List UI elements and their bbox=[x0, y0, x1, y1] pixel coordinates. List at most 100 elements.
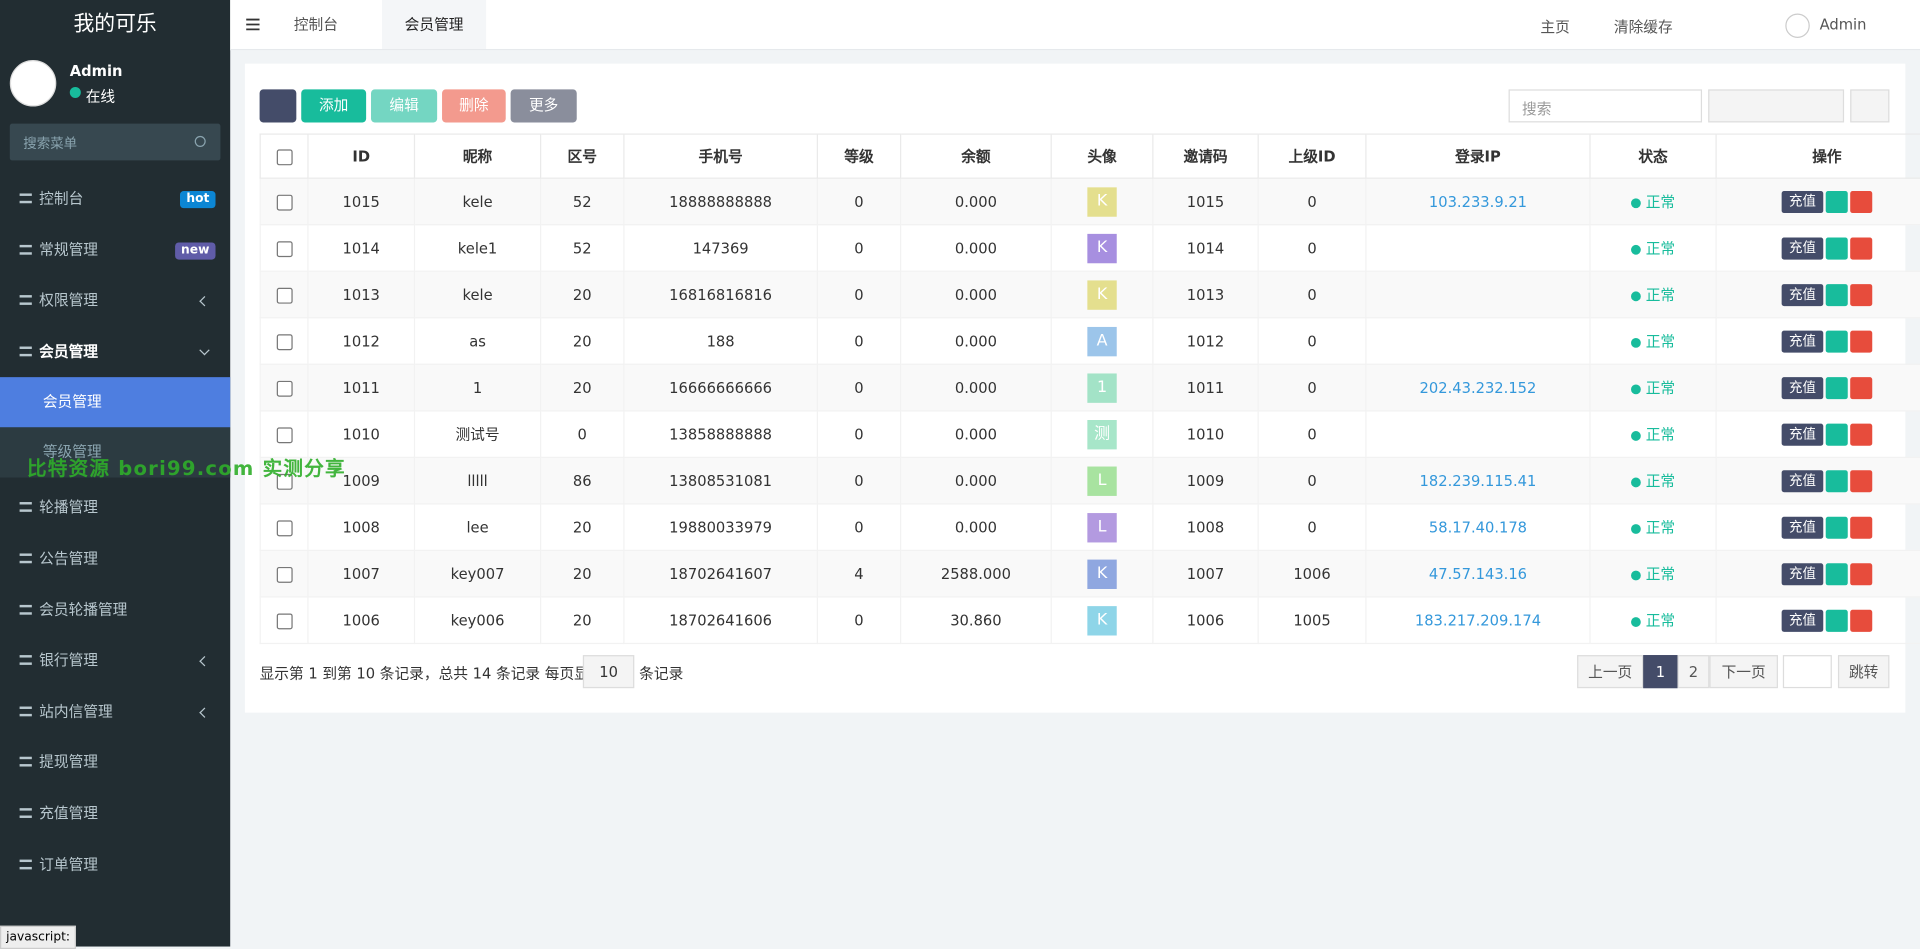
delete-button[interactable] bbox=[1850, 283, 1873, 306]
cell-text: 1 bbox=[472, 378, 483, 397]
jump-button[interactable]: 跳转 bbox=[1837, 655, 1890, 689]
submenu-item[interactable]: 会员管理 bbox=[0, 377, 231, 428]
delete-button[interactable] bbox=[1850, 190, 1873, 213]
page-button[interactable]: 下一页 bbox=[1709, 655, 1778, 689]
menu-item[interactable]: 常规管理 new bbox=[0, 225, 230, 275]
toolbar-button[interactable]: 添加 bbox=[301, 89, 367, 123]
cell: 182.239.115.41 bbox=[1365, 456, 1591, 505]
cell: 0.000 bbox=[900, 503, 1052, 552]
login-ip[interactable]: 47.57.143.16 bbox=[1428, 565, 1528, 583]
login-ip[interactable]: 182.239.115.41 bbox=[1419, 472, 1537, 490]
menu-item[interactable]: 站内信管理 bbox=[0, 687, 230, 737]
toolbar-button[interactable]: 删除 bbox=[442, 89, 506, 123]
edit-button[interactable] bbox=[1825, 469, 1848, 492]
checkbox[interactable] bbox=[276, 194, 293, 211]
page-button[interactable]: 上一页 bbox=[1577, 655, 1644, 689]
menu-item[interactable]: 提现管理 bbox=[0, 738, 230, 788]
top-link[interactable]: 主页 bbox=[1540, 18, 1570, 36]
status: 正常 bbox=[1645, 472, 1676, 490]
delete-button[interactable] bbox=[1850, 609, 1873, 632]
menu-item[interactable]: 轮播管理 bbox=[0, 483, 230, 533]
recharge-button[interactable]: 充值 bbox=[1781, 376, 1824, 399]
edit-button[interactable] bbox=[1825, 562, 1848, 585]
menu-item[interactable]: 权限管理 bbox=[0, 276, 230, 326]
delete-button[interactable] bbox=[1850, 469, 1873, 492]
menu-search[interactable]: 搜索菜单 bbox=[9, 123, 221, 161]
recharge-button[interactable]: 充值 bbox=[1781, 516, 1824, 539]
delete-button[interactable] bbox=[1850, 516, 1873, 539]
submenu-item[interactable]: 等级管理 bbox=[0, 427, 231, 479]
jump-input[interactable] bbox=[1782, 655, 1832, 689]
cell bbox=[259, 410, 309, 458]
admin-name[interactable]: Admin bbox=[1819, 15, 1867, 34]
menu-item[interactable]: 订单管理 bbox=[0, 840, 230, 890]
header-cell: 登录IP bbox=[1365, 133, 1591, 179]
toolbar-button[interactable]: 更多 bbox=[510, 89, 577, 123]
brand[interactable]: 我的可乐 bbox=[73, 12, 157, 37]
page-size[interactable]: 10 bbox=[582, 655, 635, 689]
login-ip[interactable]: 183.217.209.174 bbox=[1414, 611, 1542, 629]
checkbox[interactable] bbox=[276, 519, 293, 536]
recharge-button[interactable]: 充值 bbox=[1781, 423, 1824, 446]
recharge-button[interactable]: 充值 bbox=[1781, 190, 1824, 213]
table-row: 1010 测试号 0 13858888888 0 0.000 测 1010 0 正常 充值 bbox=[259, 410, 1920, 458]
cell: 正常 bbox=[1589, 410, 1717, 458]
edit-button[interactable] bbox=[1825, 516, 1848, 539]
cell-text: 1011 bbox=[342, 378, 380, 397]
checkbox[interactable] bbox=[276, 380, 293, 397]
menu-item[interactable]: 会员轮播管理 bbox=[0, 585, 230, 635]
delete-button[interactable] bbox=[1850, 562, 1873, 585]
menu-item[interactable]: 银行管理 bbox=[0, 636, 230, 686]
cell-text: 0 bbox=[577, 425, 587, 443]
edit-button[interactable] bbox=[1825, 423, 1848, 446]
avatar: 1 bbox=[1087, 372, 1117, 403]
edit-button[interactable] bbox=[1825, 376, 1848, 399]
cell-text: 20 bbox=[572, 285, 592, 304]
recharge-button[interactable]: 充值 bbox=[1781, 330, 1824, 353]
checkbox[interactable] bbox=[276, 612, 293, 629]
recharge-button[interactable]: 充值 bbox=[1781, 283, 1824, 306]
login-ip[interactable]: 103.233.9.21 bbox=[1428, 192, 1528, 211]
checkbox[interactable] bbox=[276, 148, 293, 165]
edit-button[interactable] bbox=[1825, 236, 1848, 259]
checkbox[interactable] bbox=[276, 333, 293, 350]
edit-button[interactable] bbox=[1825, 330, 1848, 353]
table-tools[interactable] bbox=[1708, 89, 1845, 123]
checkbox[interactable] bbox=[276, 426, 293, 443]
cell: 20 bbox=[540, 503, 625, 552]
top-link[interactable]: 清除缓存 bbox=[1613, 18, 1673, 36]
edit-button[interactable] bbox=[1825, 283, 1848, 306]
delete-button[interactable] bbox=[1850, 376, 1873, 399]
recharge-button[interactable]: 充值 bbox=[1781, 609, 1824, 632]
checkbox[interactable] bbox=[276, 287, 293, 304]
edit-button[interactable] bbox=[1825, 609, 1848, 632]
menu-item[interactable]: 充值管理 bbox=[0, 789, 230, 839]
menu-toggle[interactable] bbox=[246, 18, 260, 31]
recharge-button[interactable]: 充值 bbox=[1781, 469, 1824, 492]
tab[interactable]: 会员管理 bbox=[382, 0, 487, 49]
checkbox[interactable] bbox=[276, 240, 293, 257]
table-search[interactable]: 搜索 bbox=[1508, 89, 1703, 123]
checkbox[interactable] bbox=[276, 473, 293, 490]
edit-button[interactable] bbox=[1825, 190, 1848, 213]
page-button[interactable]: 2 bbox=[1677, 655, 1710, 689]
search-button[interactable] bbox=[1850, 89, 1890, 123]
login-ip[interactable]: 202.43.232.152 bbox=[1419, 378, 1537, 397]
menu-item[interactable]: 会员管理 bbox=[0, 327, 230, 377]
delete-button[interactable] bbox=[1850, 423, 1873, 446]
cell-text: lee bbox=[466, 518, 489, 536]
delete-button[interactable] bbox=[1850, 330, 1873, 353]
login-ip[interactable]: 58.17.40.178 bbox=[1428, 518, 1528, 536]
recharge-button[interactable]: 充值 bbox=[1781, 236, 1824, 259]
checkbox[interactable] bbox=[276, 566, 293, 583]
refresh-button[interactable] bbox=[259, 89, 297, 123]
menu-item[interactable]: 公告管理 bbox=[0, 534, 230, 584]
tab[interactable]: 控制台 bbox=[293, 15, 338, 34]
cell: 47.57.143.16 bbox=[1365, 549, 1591, 598]
recharge-button[interactable]: 充值 bbox=[1781, 562, 1824, 585]
toolbar-button[interactable]: 编辑 bbox=[371, 89, 438, 123]
menu-item[interactable]: 控制台 hot bbox=[0, 174, 230, 224]
delete-button[interactable] bbox=[1850, 236, 1873, 259]
page-button[interactable]: 1 bbox=[1643, 655, 1678, 689]
cell: lllll bbox=[413, 456, 542, 505]
